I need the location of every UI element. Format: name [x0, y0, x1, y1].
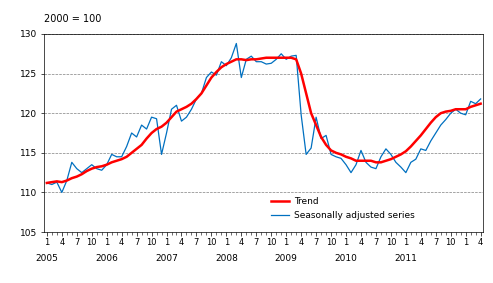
Text: 2009: 2009: [275, 254, 298, 263]
Legend: Trend, Seasonally adjusted series: Trend, Seasonally adjusted series: [268, 194, 418, 224]
Text: 2011: 2011: [394, 254, 417, 263]
Text: 2010: 2010: [335, 254, 357, 263]
Text: 2008: 2008: [215, 254, 238, 263]
Text: 2005: 2005: [35, 254, 58, 263]
Text: 2006: 2006: [95, 254, 118, 263]
Text: 2007: 2007: [155, 254, 178, 263]
Text: 2000 = 100: 2000 = 100: [44, 14, 102, 24]
